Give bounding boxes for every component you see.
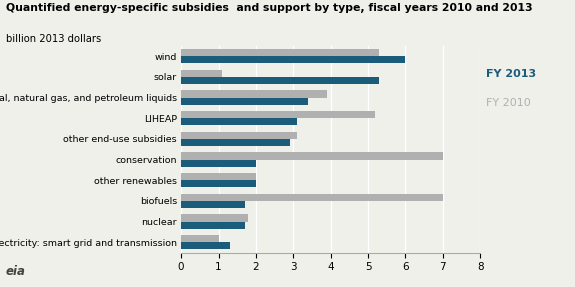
Bar <box>181 70 222 77</box>
Bar <box>181 56 405 63</box>
Bar <box>181 173 256 180</box>
Bar <box>181 98 308 105</box>
Text: FY 2010: FY 2010 <box>486 98 531 108</box>
Bar <box>181 160 256 167</box>
Bar <box>181 111 375 118</box>
Text: eia: eia <box>6 265 26 278</box>
Bar <box>181 194 443 201</box>
Bar <box>181 222 245 229</box>
Bar <box>181 180 256 187</box>
Bar <box>181 235 218 242</box>
Text: FY 2013: FY 2013 <box>486 69 536 79</box>
Bar <box>181 139 289 146</box>
Bar <box>181 90 327 98</box>
Text: billion 2013 dollars: billion 2013 dollars <box>6 34 101 44</box>
Bar <box>181 118 297 125</box>
Text: Quantified energy-specific subsidies  and support by type, fiscal years 2010 and: Quantified energy-specific subsidies and… <box>6 3 532 13</box>
Bar <box>181 242 230 249</box>
Bar <box>181 201 245 208</box>
Bar <box>181 152 443 160</box>
Bar <box>181 77 380 84</box>
Bar <box>181 49 380 56</box>
Bar <box>181 214 248 222</box>
Bar <box>181 132 297 139</box>
